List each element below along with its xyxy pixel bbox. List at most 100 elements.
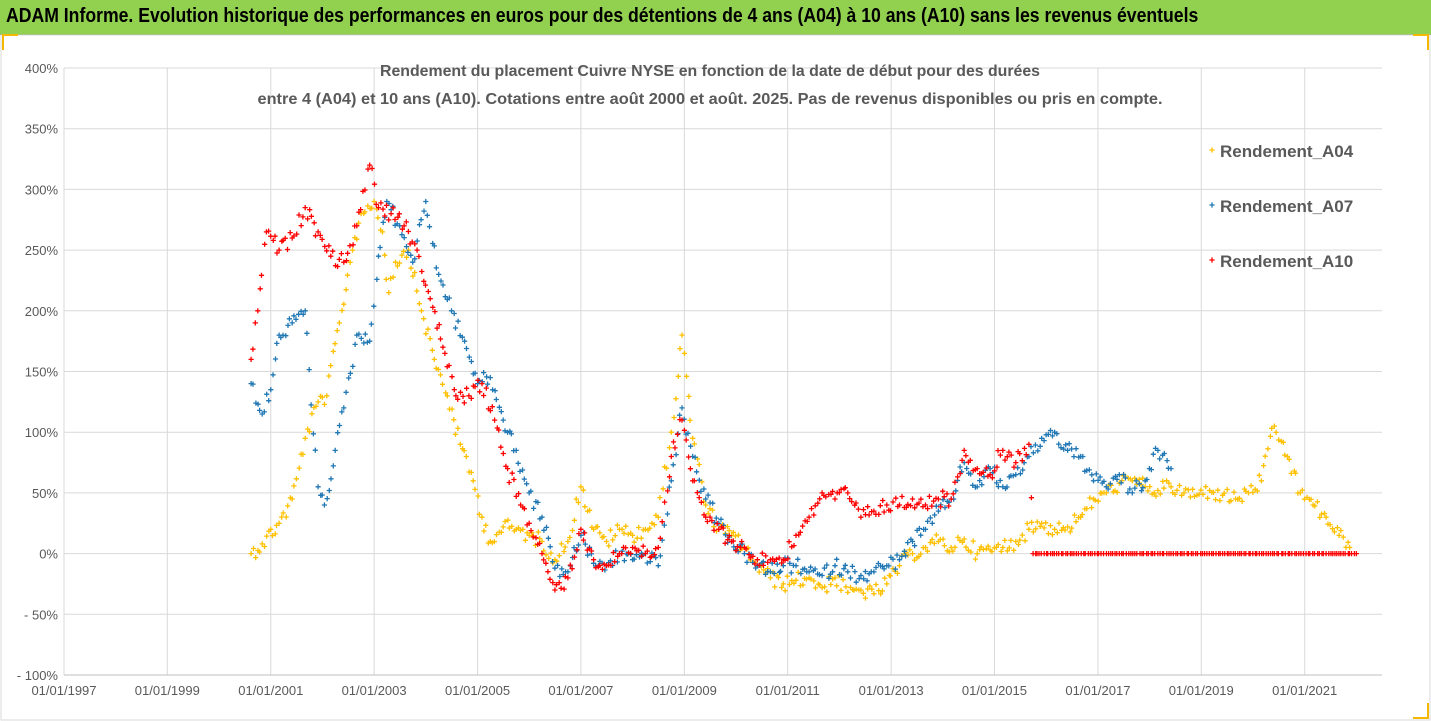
y-tick-label: 50% (32, 486, 58, 501)
data-point (1321, 510, 1328, 516)
data-point (464, 385, 470, 391)
data-point (317, 232, 323, 238)
data-point (672, 445, 678, 451)
data-point (378, 200, 384, 206)
data-point (860, 507, 867, 513)
data-point (491, 539, 497, 545)
data-point (462, 338, 468, 344)
data-point (1228, 498, 1234, 504)
data-point (270, 372, 276, 378)
data-point (675, 373, 681, 379)
data-point (726, 528, 732, 534)
data-point (1270, 551, 1276, 557)
data-point (808, 576, 814, 582)
data-point (253, 555, 259, 561)
data-point (268, 387, 274, 393)
data-point (425, 326, 431, 332)
data-point (1071, 454, 1077, 460)
data-point (800, 582, 806, 588)
data-point (436, 271, 442, 277)
data-point (475, 493, 481, 499)
data-point (977, 478, 983, 484)
data-point (795, 569, 801, 575)
data-point (322, 243, 328, 250)
data-point (601, 561, 607, 567)
data-point (1105, 486, 1111, 492)
data-point (709, 507, 716, 513)
data-point (953, 488, 959, 494)
data-point (767, 575, 773, 581)
data-point (754, 557, 760, 563)
data-point (856, 576, 862, 582)
data-point (375, 253, 382, 259)
data-point (492, 417, 498, 423)
data-point (679, 405, 685, 411)
data-point (362, 209, 368, 215)
data-point (580, 487, 586, 493)
data-point (997, 452, 1003, 458)
data-point (395, 214, 401, 220)
data-point (543, 560, 549, 566)
data-point (509, 470, 515, 476)
data-point (296, 212, 302, 218)
data-point (291, 313, 297, 319)
data-point (455, 425, 461, 431)
data-point (940, 536, 946, 542)
data-point (597, 562, 603, 568)
data-point (1161, 450, 1167, 457)
data-point (307, 207, 313, 213)
data-point (1000, 544, 1006, 551)
data-point (578, 484, 584, 490)
data-point (830, 488, 836, 494)
data-point (543, 552, 549, 558)
data-point (343, 389, 349, 395)
data-point (890, 499, 896, 505)
data-point (1066, 441, 1072, 447)
data-point (774, 561, 780, 567)
data-point (1269, 425, 1275, 431)
data-point (952, 544, 958, 550)
data-point (957, 470, 963, 477)
data-point (1114, 476, 1120, 482)
data-point (496, 404, 502, 410)
data-point (1221, 490, 1227, 496)
data-point (946, 503, 952, 509)
data-point (950, 491, 956, 497)
data-point (649, 554, 655, 560)
data-point (258, 272, 265, 278)
y-tick-label: - 50% (24, 607, 58, 622)
data-point (970, 482, 976, 488)
data-point (305, 216, 311, 222)
data-point (668, 429, 674, 435)
data-point (1049, 532, 1055, 538)
data-point (533, 535, 539, 541)
data-point (692, 454, 698, 460)
data-point (321, 502, 327, 508)
data-point (647, 525, 653, 531)
data-point (683, 437, 689, 443)
data-point (1033, 526, 1039, 532)
data-point (1017, 471, 1023, 477)
data-point (677, 417, 683, 423)
legend-marker (1209, 257, 1215, 263)
data-point (569, 566, 575, 572)
data-point (1086, 467, 1092, 473)
data-point (291, 483, 297, 489)
data-point (911, 557, 918, 563)
data-point (481, 528, 487, 534)
data-point (1138, 488, 1145, 494)
data-point (772, 584, 778, 590)
data-point (358, 207, 364, 213)
data-point (724, 524, 731, 530)
data-point (408, 252, 414, 258)
data-point (711, 527, 717, 533)
data-point (674, 431, 681, 437)
data-point (479, 381, 485, 387)
data-point (559, 566, 565, 572)
data-point (272, 531, 278, 537)
data-point (677, 412, 683, 418)
data-point (347, 243, 353, 249)
data-point (537, 540, 543, 547)
data-point (1097, 474, 1103, 480)
data-point (845, 490, 851, 496)
